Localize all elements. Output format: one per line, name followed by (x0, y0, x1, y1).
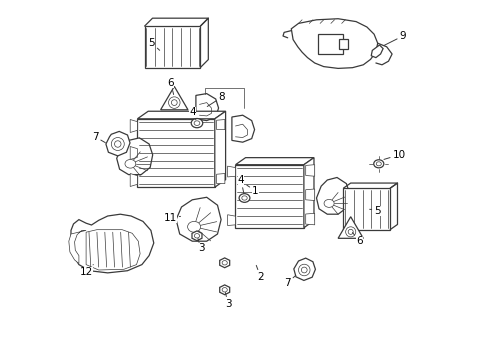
Polygon shape (216, 174, 224, 184)
Polygon shape (106, 131, 130, 156)
Text: 5: 5 (148, 38, 160, 50)
Polygon shape (192, 231, 202, 241)
Polygon shape (176, 197, 221, 241)
Ellipse shape (191, 118, 203, 128)
Ellipse shape (345, 227, 355, 237)
Polygon shape (216, 120, 224, 130)
Polygon shape (130, 147, 137, 159)
Polygon shape (130, 174, 137, 186)
Polygon shape (227, 166, 235, 177)
Polygon shape (69, 230, 86, 264)
Polygon shape (316, 177, 349, 214)
Polygon shape (305, 165, 314, 176)
Bar (343, 188, 389, 230)
Ellipse shape (114, 141, 121, 147)
Polygon shape (130, 120, 137, 132)
Text: 4: 4 (237, 175, 244, 193)
Polygon shape (86, 230, 140, 270)
Ellipse shape (194, 234, 199, 238)
Polygon shape (227, 215, 235, 225)
Polygon shape (337, 217, 363, 238)
Polygon shape (235, 158, 313, 165)
Polygon shape (293, 258, 315, 280)
Ellipse shape (187, 221, 200, 232)
Bar (338, 39, 347, 49)
Text: 4: 4 (188, 107, 196, 120)
Text: 11: 11 (163, 213, 180, 223)
Ellipse shape (375, 162, 381, 166)
Bar (137, 119, 214, 187)
Ellipse shape (222, 261, 227, 265)
Polygon shape (137, 111, 225, 119)
Bar (318, 34, 343, 54)
Text: 3: 3 (198, 238, 204, 253)
Polygon shape (291, 19, 377, 68)
Polygon shape (305, 189, 314, 201)
Bar (144, 26, 200, 68)
Ellipse shape (168, 97, 180, 108)
Ellipse shape (298, 264, 309, 276)
Ellipse shape (324, 199, 333, 207)
Ellipse shape (171, 100, 177, 105)
Text: 10: 10 (383, 150, 405, 160)
Text: 12: 12 (80, 265, 93, 277)
Ellipse shape (301, 267, 306, 273)
Text: 7: 7 (284, 275, 295, 288)
Polygon shape (117, 138, 152, 175)
Polygon shape (219, 258, 229, 268)
Ellipse shape (373, 160, 383, 168)
Polygon shape (160, 86, 187, 110)
Ellipse shape (347, 229, 352, 234)
Polygon shape (231, 115, 254, 142)
Ellipse shape (125, 159, 136, 168)
Text: 5: 5 (369, 206, 380, 216)
Polygon shape (305, 213, 314, 225)
Polygon shape (219, 285, 229, 295)
Text: 2: 2 (256, 265, 264, 282)
Polygon shape (303, 158, 313, 228)
Ellipse shape (239, 194, 249, 202)
Text: 9: 9 (383, 31, 406, 46)
Polygon shape (196, 94, 218, 121)
Polygon shape (71, 214, 153, 273)
Ellipse shape (111, 138, 124, 150)
Text: 3: 3 (224, 292, 231, 309)
Polygon shape (370, 45, 382, 58)
Ellipse shape (222, 288, 227, 292)
Polygon shape (214, 111, 225, 187)
Text: 6: 6 (167, 78, 174, 95)
Ellipse shape (241, 196, 247, 200)
Text: 1: 1 (246, 185, 258, 196)
Text: 8: 8 (207, 92, 224, 107)
Ellipse shape (194, 121, 200, 125)
Text: 6: 6 (352, 233, 362, 246)
Bar (235, 165, 303, 228)
Text: 7: 7 (92, 132, 105, 143)
